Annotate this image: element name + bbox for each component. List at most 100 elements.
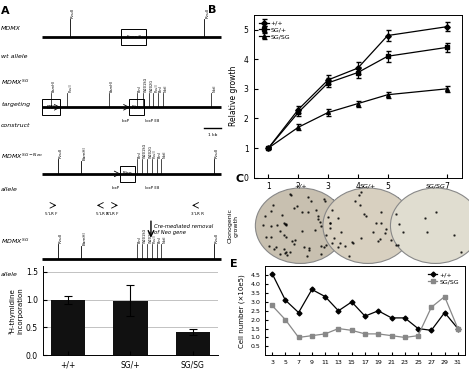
Text: NotI: NotI (212, 84, 216, 92)
Text: PvuII: PvuII (59, 148, 63, 158)
Text: B: B (208, 5, 216, 15)
SG/SG (415, 333, 421, 338)
Ellipse shape (323, 188, 413, 263)
SG/SG (455, 326, 461, 331)
Text: NotI: NotI (163, 151, 166, 158)
Text: NotI: NotI (163, 236, 166, 243)
Text: 1 kb: 1 kb (208, 133, 217, 137)
Text: 5'LR R: 5'LR R (96, 212, 109, 216)
Text: allele: allele (1, 272, 18, 277)
Bar (176, 332, 210, 355)
+/+ (362, 314, 368, 318)
Text: allele: allele (1, 187, 18, 192)
Text: +/+: +/+ (294, 183, 307, 188)
Ellipse shape (391, 188, 474, 263)
SG/SG (296, 335, 301, 340)
Legend: +/+, SG/SG: +/+, SG/SG (426, 269, 461, 286)
Text: W202G: W202G (148, 145, 153, 158)
Line: SG/SG: SG/SG (270, 295, 460, 339)
Text: targeting: targeting (1, 102, 30, 107)
Text: loxP E8: loxP E8 (145, 119, 159, 123)
Text: W201SG: W201SG (143, 228, 146, 243)
Text: BinI: BinI (158, 237, 162, 243)
Text: wt allele: wt allele (1, 54, 27, 59)
Text: W202G: W202G (150, 79, 154, 92)
SG/SG (402, 335, 408, 340)
Y-axis label: Cell number (×10e5): Cell number (×10e5) (238, 274, 245, 348)
Text: BamHI: BamHI (52, 80, 56, 92)
Text: PvuII: PvuII (215, 233, 219, 243)
Text: C: C (235, 174, 243, 184)
SG/SG (322, 332, 328, 336)
+/+ (349, 300, 355, 304)
Text: A: A (0, 6, 9, 16)
SG/SG (283, 317, 288, 322)
Text: loxP: loxP (121, 119, 129, 123)
Text: MDMX: MDMX (1, 26, 21, 31)
Text: SG/SG: SG/SG (426, 183, 446, 188)
SG/SG (362, 332, 368, 336)
Text: PvuII: PvuII (153, 235, 157, 243)
SG/SG (389, 333, 394, 338)
Text: BinI: BinI (138, 85, 142, 92)
SG/SG (336, 326, 341, 331)
Text: PvuII: PvuII (206, 8, 210, 18)
SG/SG (442, 295, 447, 299)
Text: BinI: BinI (159, 85, 163, 92)
+/+ (402, 316, 408, 320)
+/+ (428, 328, 434, 333)
+/+ (389, 316, 394, 320)
Text: BinI: BinI (158, 152, 162, 158)
Text: PvuII: PvuII (154, 83, 158, 92)
Text: PvuII: PvuII (71, 8, 75, 18)
Text: 3'LR F: 3'LR F (106, 212, 119, 216)
Bar (119, 166, 135, 182)
Text: BamHI: BamHI (110, 80, 114, 92)
Text: DTA: DTA (46, 105, 56, 110)
Text: BamHI: BamHI (82, 147, 86, 160)
Text: PvuII: PvuII (153, 150, 157, 158)
Text: 5'LR F: 5'LR F (45, 212, 57, 216)
Text: W201SG: W201SG (143, 143, 146, 158)
Text: E: E (229, 259, 237, 269)
Text: Neo: Neo (132, 105, 141, 110)
Text: PvuII: PvuII (59, 233, 63, 243)
+/+ (455, 326, 461, 331)
Text: 3'LR R: 3'LR R (191, 212, 204, 216)
Y-axis label: Relative growth: Relative growth (229, 66, 238, 127)
Text: W202G: W202G (148, 231, 153, 243)
Text: BinI: BinI (138, 152, 142, 158)
SG/SG (269, 303, 275, 308)
Text: BinI: BinI (138, 237, 142, 243)
Text: SG/+: SG/+ (360, 183, 376, 188)
SG/SG (428, 305, 434, 309)
+/+ (442, 310, 447, 315)
Text: $MDMX^{SG}$: $MDMX^{SG}$ (1, 237, 29, 246)
Bar (51, 300, 85, 355)
Bar (113, 301, 147, 355)
Text: Neo: Neo (122, 171, 132, 176)
Text: BamHI: BamHI (82, 232, 86, 245)
+/+ (336, 309, 341, 313)
Text: PvuII: PvuII (68, 83, 72, 92)
X-axis label: Time in culture (days): Time in culture (days) (316, 197, 400, 206)
Text: construct: construct (1, 122, 31, 128)
+/+ (309, 287, 315, 292)
Text: loxP E8: loxP E8 (145, 186, 159, 190)
Text: loxP E8: loxP E8 (137, 271, 151, 275)
SG/SG (375, 332, 381, 336)
SG/SG (309, 333, 315, 338)
+/+ (296, 310, 301, 315)
+/+ (269, 271, 275, 276)
Text: $MDMX^{SG}$: $MDMX^{SG}$ (1, 78, 29, 87)
Y-axis label: ³H-thymidine
incorporation: ³H-thymidine incorporation (9, 287, 23, 334)
Bar (129, 99, 144, 115)
Legend: +/+, SG/+, SG/SG: +/+, SG/+, SG/SG (257, 18, 292, 41)
Text: Exon 8: Exon 8 (127, 35, 141, 39)
Bar (121, 29, 146, 45)
Bar (42, 99, 60, 115)
Text: loxP: loxP (112, 186, 120, 190)
+/+ (375, 309, 381, 313)
Text: NotI: NotI (164, 84, 167, 92)
Text: Cre-mediated removal
of Neo gene: Cre-mediated removal of Neo gene (155, 224, 214, 235)
